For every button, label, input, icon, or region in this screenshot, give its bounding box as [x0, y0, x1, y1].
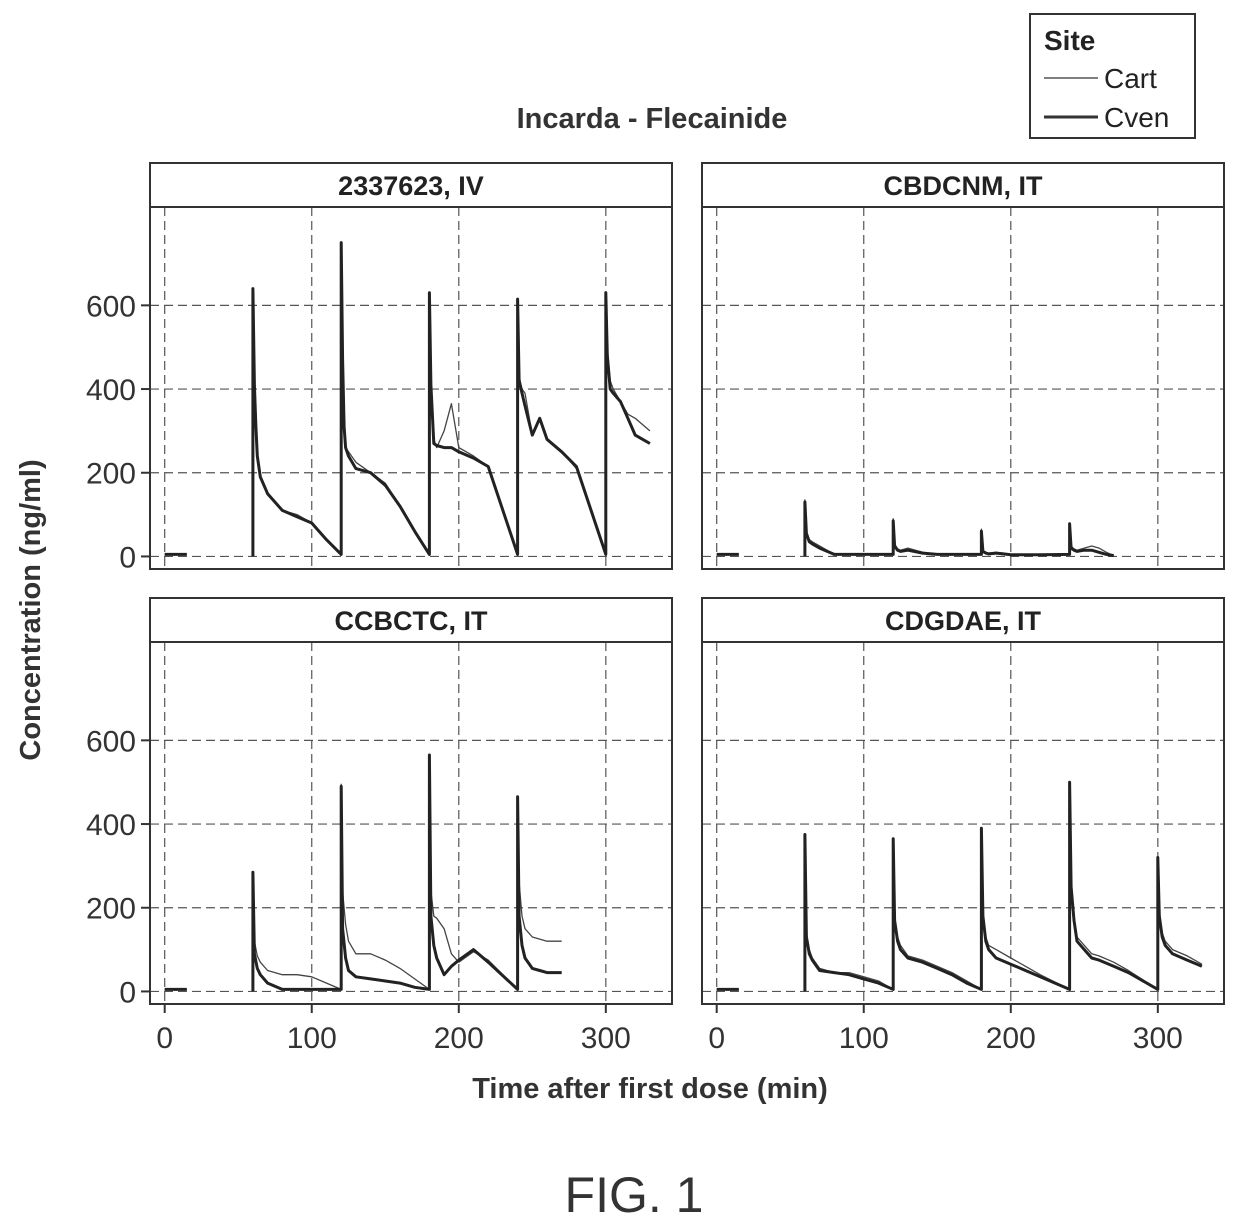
panel-4: CDGDAE, IT — [702, 598, 1224, 1004]
y-tick-label: 0 — [119, 541, 136, 574]
x-axis-label: Time after first dose (min) — [472, 1073, 828, 1105]
x-tick-label: 300 — [1133, 1022, 1183, 1055]
y-tick-label: 400 — [86, 374, 136, 407]
y-tick-label: 600 — [86, 725, 136, 758]
panel-background — [702, 207, 1224, 569]
panel-strip-label: CDGDAE, IT — [885, 606, 1042, 636]
figure-label: FIG. 1 — [565, 1167, 704, 1223]
panel-3: CCBCTC, IT — [150, 598, 672, 1004]
x-tick-label: 300 — [581, 1022, 631, 1055]
chart-title: Incarda - Flecainide — [517, 103, 788, 135]
facet-panels: 2337623, IV CBDCNM, IT CCBCTC, IT CDGDAE, I… — [150, 163, 1224, 1004]
y-tick-label: 0 — [119, 976, 136, 1009]
y-tick-label: 200 — [86, 458, 136, 491]
panel-strip-label: 2337623, IV — [338, 171, 484, 201]
panel-strip-label: CBDCNM, IT — [884, 171, 1043, 201]
panel-background — [702, 642, 1224, 1004]
y-tick-label: 200 — [86, 893, 136, 926]
panel-1: 2337623, IV — [150, 163, 672, 569]
x-tick-label: 200 — [434, 1022, 484, 1055]
y-axis-label: Concentration (ng/ml) — [15, 459, 47, 760]
y-tick-label: 600 — [86, 290, 136, 323]
y-tick-label: 400 — [86, 809, 136, 842]
y-axis: 0 200 400 600 0 200 400 600 — [86, 290, 150, 1009]
x-tick-label: 0 — [156, 1022, 173, 1055]
x-axis: 0 100 200 300 0 100 200 300 — [156, 1004, 1183, 1055]
legend: Site Cart Cven — [1030, 14, 1195, 138]
panel-strip-label: CCBCTC, IT — [335, 606, 488, 636]
legend-label-cven: Cven — [1104, 102, 1169, 133]
x-tick-label: 200 — [986, 1022, 1036, 1055]
panel-background — [150, 642, 672, 1004]
x-tick-label: 100 — [839, 1022, 889, 1055]
x-tick-label: 0 — [708, 1022, 725, 1055]
legend-label-cart: Cart — [1104, 63, 1157, 94]
legend-title: Site — [1044, 25, 1095, 56]
x-tick-label: 100 — [287, 1022, 337, 1055]
panel-2: CBDCNM, IT — [702, 163, 1224, 569]
